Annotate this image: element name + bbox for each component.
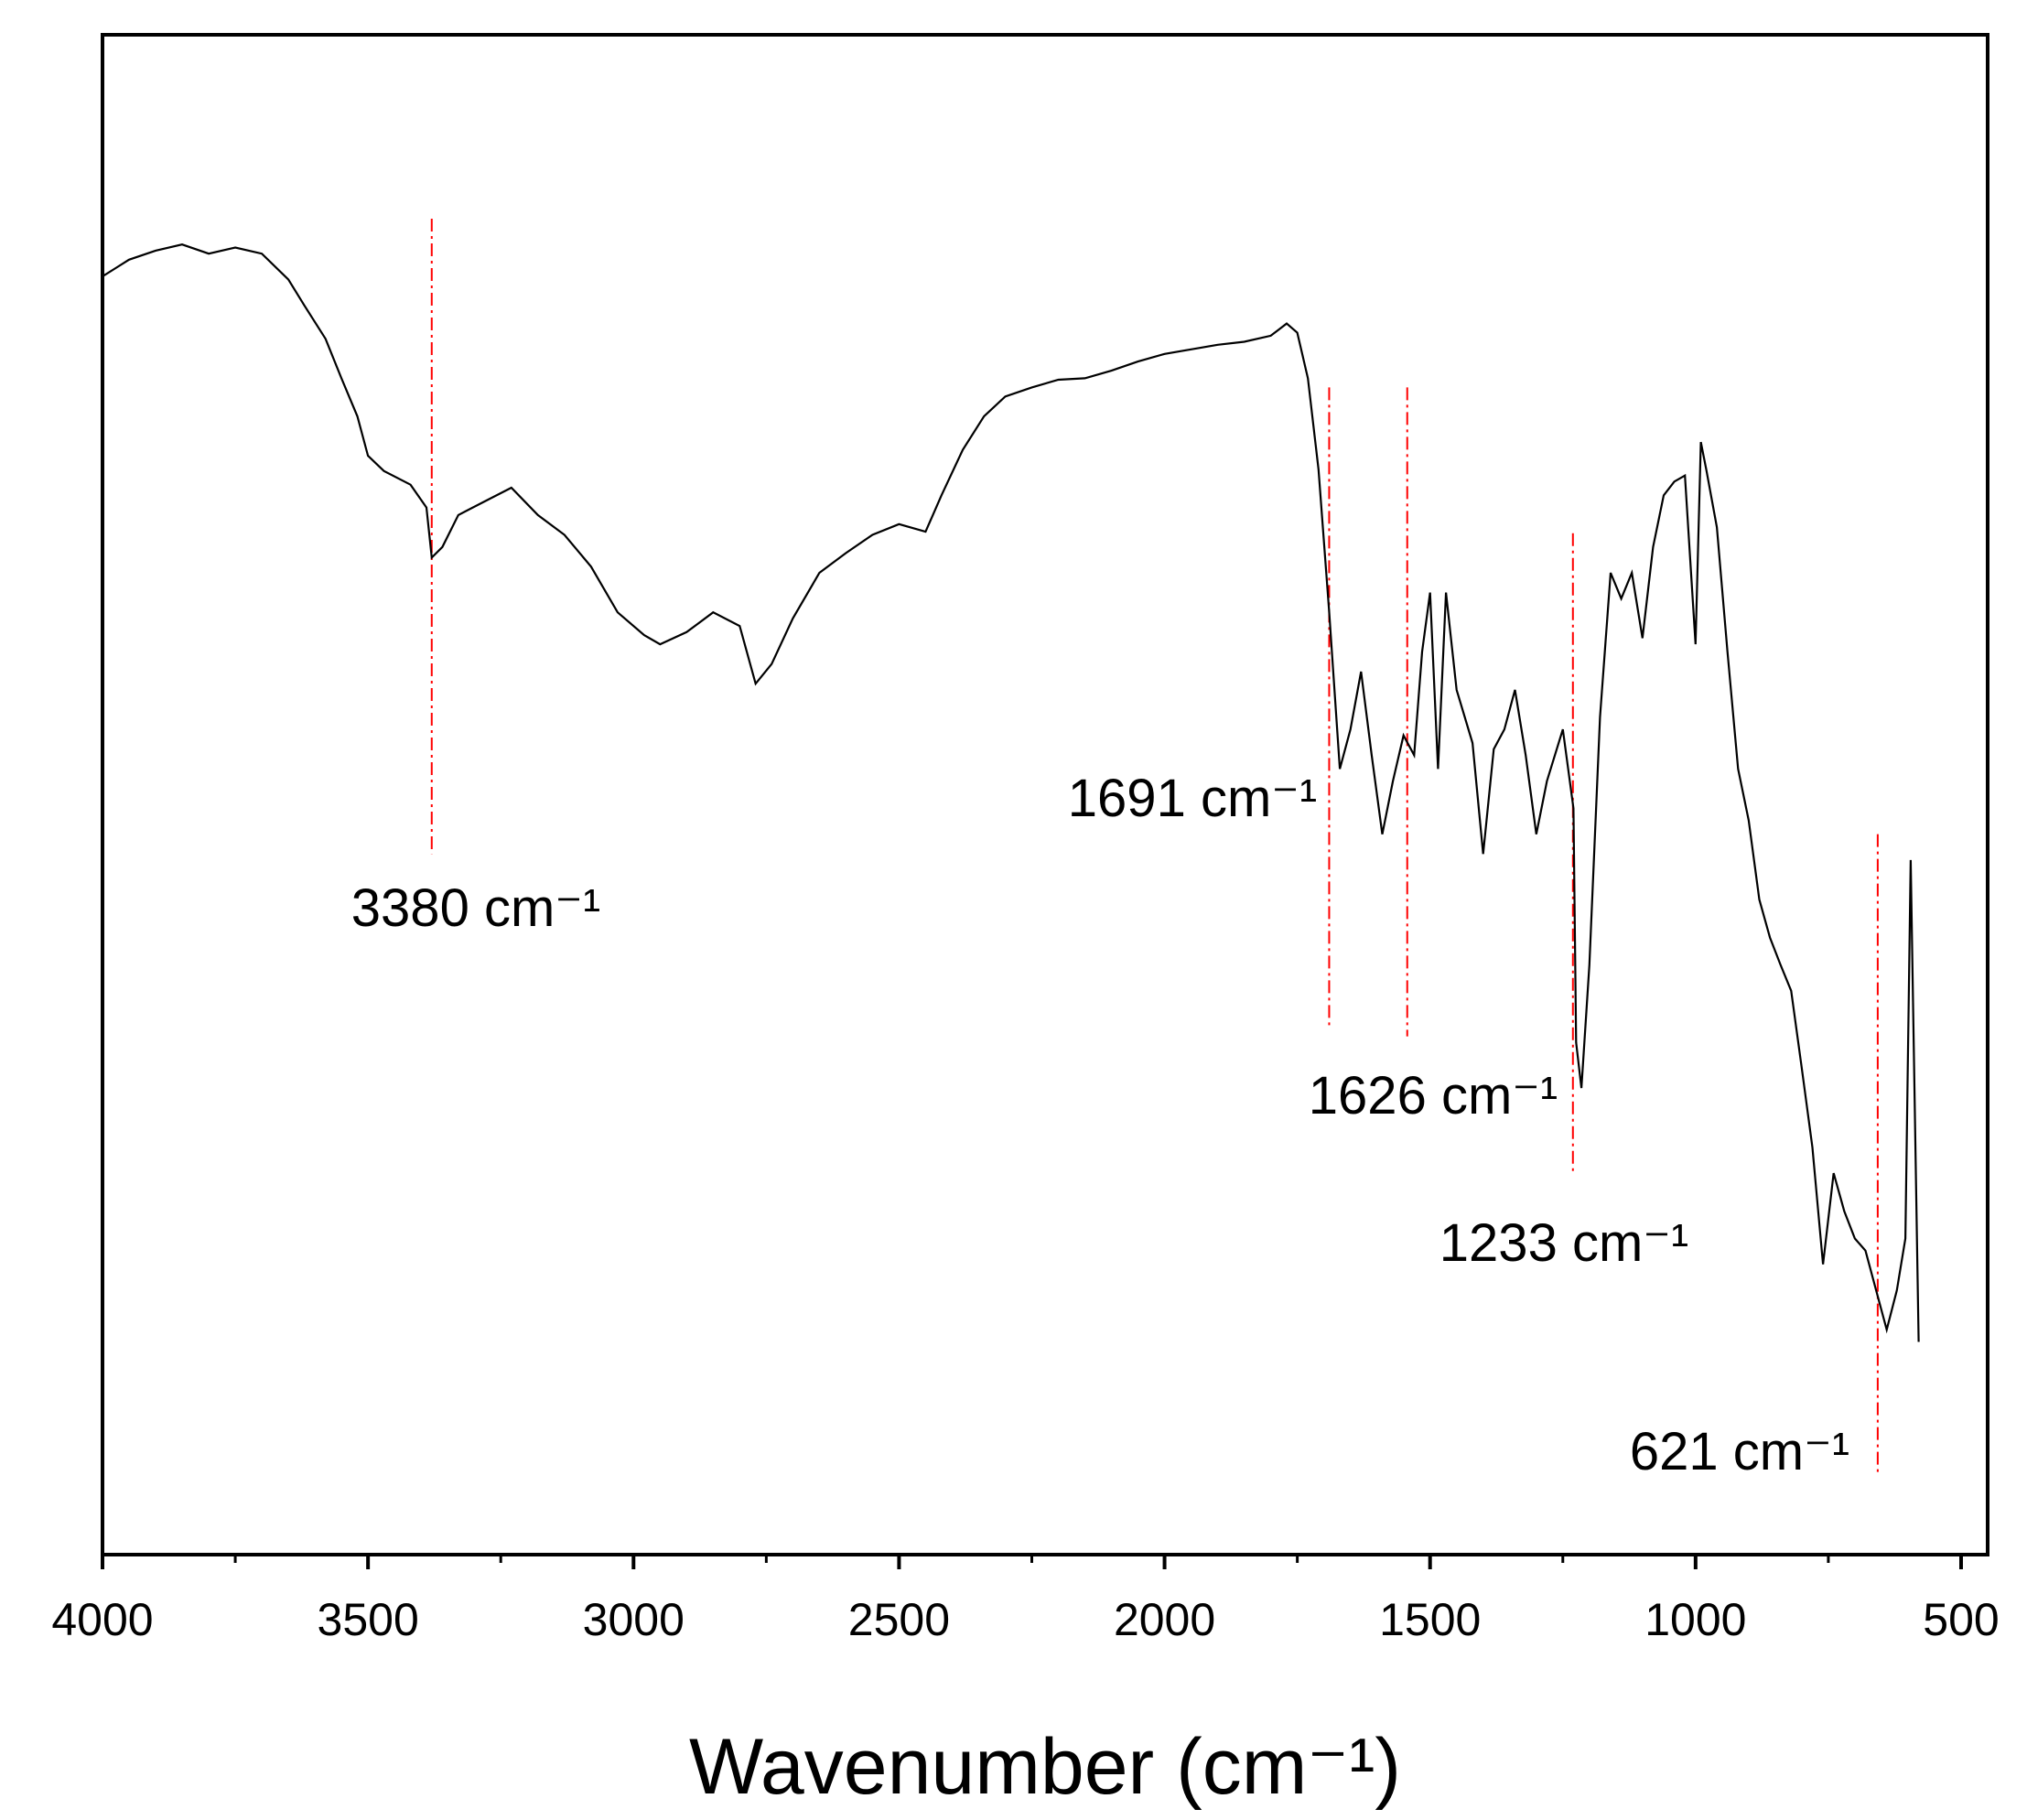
- annotation-label: 1626 cm⁻¹: [1309, 1066, 1558, 1125]
- plot-frame: [101, 33, 1989, 1556]
- x-tick-label: 3500: [318, 1594, 419, 1645]
- x-tick-label: 2000: [1114, 1594, 1215, 1645]
- x-tick-label: 3000: [583, 1594, 685, 1645]
- spectrum-line: [102, 243, 1920, 1342]
- annotation-label: 621 cm⁻¹: [1630, 1422, 1849, 1481]
- annotation-label: 1233 cm⁻¹: [1439, 1213, 1688, 1273]
- x-tick-label: 4000: [51, 1594, 153, 1645]
- annotation-label: 1691 cm⁻¹: [1068, 769, 1317, 828]
- x-axis-label: Wavenumber (cm⁻¹): [689, 1723, 1401, 1811]
- x-tick-label: 2500: [848, 1594, 950, 1645]
- annotation-label: 3380 cm⁻¹: [351, 878, 600, 938]
- x-tick-label: 1000: [1644, 1594, 1746, 1645]
- x-tick-label: 500: [1923, 1594, 1999, 1645]
- x-tick-label: 1500: [1379, 1594, 1481, 1645]
